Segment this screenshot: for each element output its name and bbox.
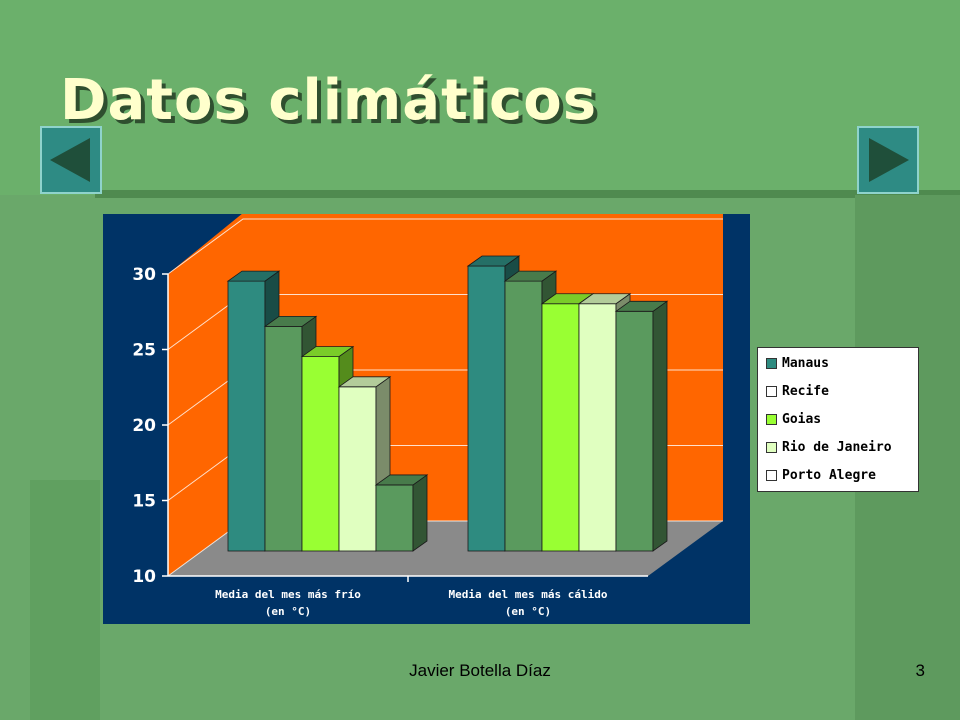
y-tick-label: 10 — [132, 567, 156, 587]
bar — [541, 303, 580, 552]
header-divider — [95, 190, 960, 198]
bar-top — [374, 474, 429, 486]
bar — [578, 303, 617, 552]
legend-swatch — [766, 469, 777, 481]
bar — [227, 280, 266, 552]
bar-side — [412, 474, 428, 552]
legend-label: Recife — [782, 383, 829, 399]
bar-top — [577, 293, 632, 305]
decorative-panel-left — [30, 480, 100, 720]
y-tick-label: 30 — [132, 265, 156, 285]
triangle-left-icon — [50, 138, 90, 182]
legend-label: Porto Alegre — [782, 467, 876, 483]
x-category-label: Media del mes más frío — [215, 588, 361, 601]
bar — [615, 310, 654, 552]
chart-legend: Manaus Recife Goias Rio de Janeiro Porto… — [757, 347, 919, 492]
x-category-label: (en °C) — [265, 605, 311, 618]
bar — [375, 484, 414, 552]
next-slide-button[interactable] — [857, 126, 919, 194]
legend-item-rio-de-janeiro: Rio de Janeiro — [766, 437, 892, 457]
slide-title: Datos climáticos — [60, 68, 598, 133]
y-tick-label: 15 — [132, 492, 156, 512]
y-tick-label: 25 — [132, 341, 156, 361]
footer-author: Javier Botella Díaz — [409, 661, 551, 680]
slide-header-background — [0, 0, 960, 195]
legend-swatch — [766, 413, 777, 425]
bar-top — [614, 300, 669, 312]
bar-side — [652, 300, 668, 552]
bar — [504, 280, 543, 552]
bar-top — [300, 346, 355, 358]
legend-label: Manaus — [782, 355, 829, 371]
bar-top — [263, 316, 318, 327]
bar-top — [503, 270, 558, 282]
chart-area: 10 15 20 25 30 Media del mes más frío (en °C) M… — [103, 213, 750, 624]
legend-item-manaus: Manaus — [766, 353, 829, 373]
bar-top — [466, 255, 521, 267]
legend-item-porto-alegre: Porto Alegre — [766, 465, 876, 485]
bar — [467, 265, 506, 552]
bar — [338, 386, 377, 552]
legend-item-recife: Recife — [766, 381, 829, 401]
chart-side-wall — [168, 213, 243, 576]
previous-slide-button[interactable] — [40, 126, 102, 194]
bar — [264, 326, 303, 552]
x-category-label: (en °C) — [505, 605, 551, 618]
bar — [301, 356, 340, 552]
gridline — [167, 218, 723, 275]
legend-swatch — [766, 385, 777, 397]
triangle-right-icon — [869, 138, 909, 182]
bar-chart: 10 15 20 25 30 Media del mes más frío (en °C) M… — [132, 213, 723, 618]
legend-swatch — [766, 357, 777, 369]
y-tick-label: 20 — [132, 416, 156, 436]
legend-swatch — [766, 441, 777, 453]
x-category-label: Media del mes más cálido — [449, 588, 608, 601]
legend-label: Rio de Janeiro — [782, 439, 892, 455]
bar-top — [226, 270, 281, 282]
legend-label: Goias — [782, 411, 822, 427]
legend-item-goias: Goias — [766, 409, 821, 429]
bar-top — [337, 376, 392, 388]
page-number: 3 — [915, 661, 925, 680]
